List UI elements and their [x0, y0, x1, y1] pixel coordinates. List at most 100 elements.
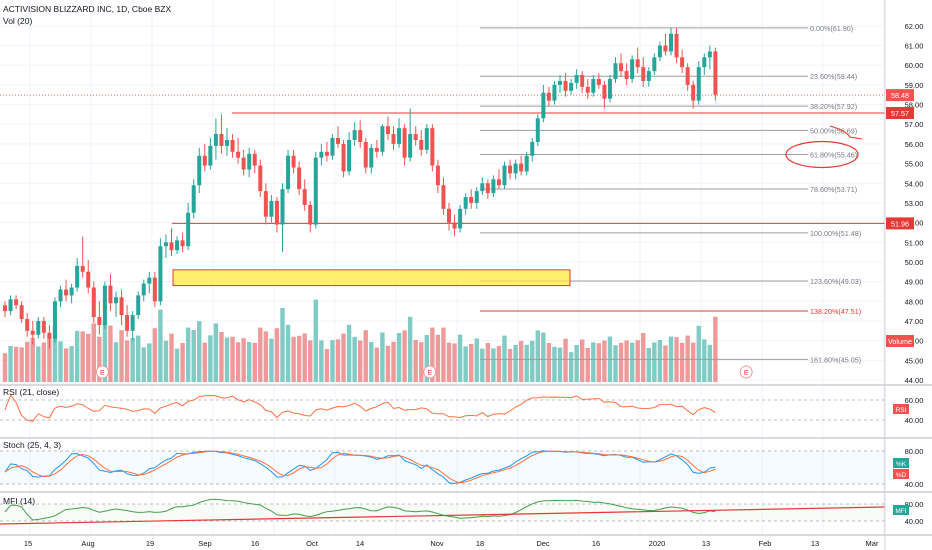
candle-body: [713, 51, 718, 95]
candle-body: [202, 155, 207, 166]
candle-body: [230, 139, 235, 152]
volume-bar: [358, 340, 363, 382]
earnings-marker-icon[interactable]: [95, 365, 109, 379]
candle-body: [86, 271, 91, 288]
time-tick-label: Nov: [430, 539, 444, 548]
candle-body: [186, 212, 191, 247]
candle-body: [180, 240, 185, 247]
candle-body: [496, 179, 501, 186]
candle-body: [585, 86, 590, 93]
volume-bar: [80, 331, 85, 382]
candle-body: [707, 51, 712, 58]
candle-body: [546, 92, 551, 101]
volume-bar: [474, 338, 479, 382]
time-axis: 15 Aug 19 Sep 16 Oct 14 Nov 18 Dec 16 2020 13 Feb 13 Ma…: [24, 539, 879, 548]
candle-body: [319, 151, 324, 158]
indicator-tick-label: 40.00: [905, 480, 924, 489]
volume-bar: [308, 340, 313, 382]
volume-bar: [130, 338, 135, 382]
price-tick-label: 61.00: [905, 42, 924, 51]
volume-bar: [152, 328, 158, 382]
candle-body: [574, 75, 579, 83]
mfi-badge-text: MFI: [895, 508, 906, 515]
candle-body: [691, 84, 696, 101]
candle-body: [513, 163, 518, 174]
candle-body: [480, 183, 485, 192]
candle-body: [491, 179, 496, 194]
earnings-marker-icon[interactable]: [423, 365, 437, 379]
resistance-badge: [886, 107, 914, 120]
candle-body: [374, 147, 379, 152]
mfi-trendline[interactable]: [0, 506, 886, 525]
candle-body: [474, 191, 479, 203]
volume-bar: [8, 346, 13, 382]
candle-body: [152, 277, 157, 302]
volume-bar: [535, 330, 540, 382]
price-tick-label: 58.00: [905, 101, 924, 110]
candle-body: [313, 157, 318, 225]
highlight-zone[interactable]: [172, 269, 571, 287]
volume-bar: [480, 348, 485, 382]
candle-body: [669, 33, 673, 52]
volume-bar: [646, 348, 651, 382]
fib-level-label: 123.60%(49.03): [810, 277, 861, 286]
candle-body: [114, 297, 118, 304]
time-tick-label: Sep: [198, 539, 211, 548]
candle-body: [402, 128, 407, 158]
fib-level-label: 138.20%(47.51): [810, 307, 861, 316]
volume-bar: [713, 316, 718, 382]
support-badge-text: 51.96: [891, 219, 909, 228]
volume-bar: [197, 321, 202, 382]
fibonacci-levels: 0.00%(61.90) 23.60%(59.44) 38.20%(57.92) 50…: [480, 24, 861, 364]
fib-level-label: 78.60%(53.71): [810, 185, 857, 194]
volume-bar: [25, 341, 30, 382]
candle-body: [280, 189, 285, 225]
candle-body: [119, 297, 124, 316]
volume-bar: [324, 349, 330, 382]
volume-bar: [546, 343, 552, 382]
price-tick-label: 62.00: [905, 22, 924, 31]
candle-body: [685, 67, 690, 85]
candle-body: [680, 57, 685, 68]
candle-body: [91, 287, 96, 318]
earnings-marker-icon[interactable]: [739, 365, 753, 379]
volume-bar: [108, 325, 113, 382]
volume-bar: [430, 327, 435, 382]
candle-body: [97, 317, 102, 325]
annotation-ellipse[interactable]: [785, 140, 859, 169]
candle-body: [291, 155, 296, 168]
volume-bar: [374, 347, 380, 382]
volume-bar: [352, 336, 357, 382]
resistance-badge-text: 57.57: [891, 109, 909, 118]
volume-bar: [652, 342, 657, 382]
candle-body: [635, 59, 640, 68]
annotation-stroke[interactable]: [829, 125, 863, 140]
user-drawings[interactable]: [0, 94, 885, 287]
price-axis: 62.00 61.00 60.00 59.00 58.00 57.00 56.00 55.00…: [884, 0, 924, 550]
indicator-tick-label: 80.00: [905, 447, 924, 456]
volume-bar: [52, 326, 58, 382]
candle-body: [225, 139, 229, 146]
candle-body: [702, 57, 707, 68]
volume-bar: [124, 340, 130, 382]
fib-level-label: 100.00%(51.48): [810, 229, 861, 238]
volume-bar: [19, 347, 24, 382]
volume-bar: [707, 344, 713, 382]
candle-body: [75, 265, 80, 288]
volume-bar: [591, 342, 596, 382]
volume-bar: [230, 336, 235, 382]
volume-bar: [457, 334, 463, 382]
time-tick-label: 15: [24, 539, 32, 548]
candle-body: [330, 138, 335, 156]
volume-bar: [446, 342, 452, 382]
volume-bar: [452, 343, 457, 382]
volume-bar: [13, 346, 19, 382]
fib-level-label: 161.80%(45.05): [810, 355, 861, 364]
candle-body: [452, 222, 457, 229]
candle-body: [52, 301, 57, 339]
candle-body: [397, 128, 402, 144]
fib-level-label: 23.60%(59.44): [810, 72, 857, 81]
time-tick-label: Dec: [536, 539, 550, 548]
volume-bar: [624, 340, 629, 382]
